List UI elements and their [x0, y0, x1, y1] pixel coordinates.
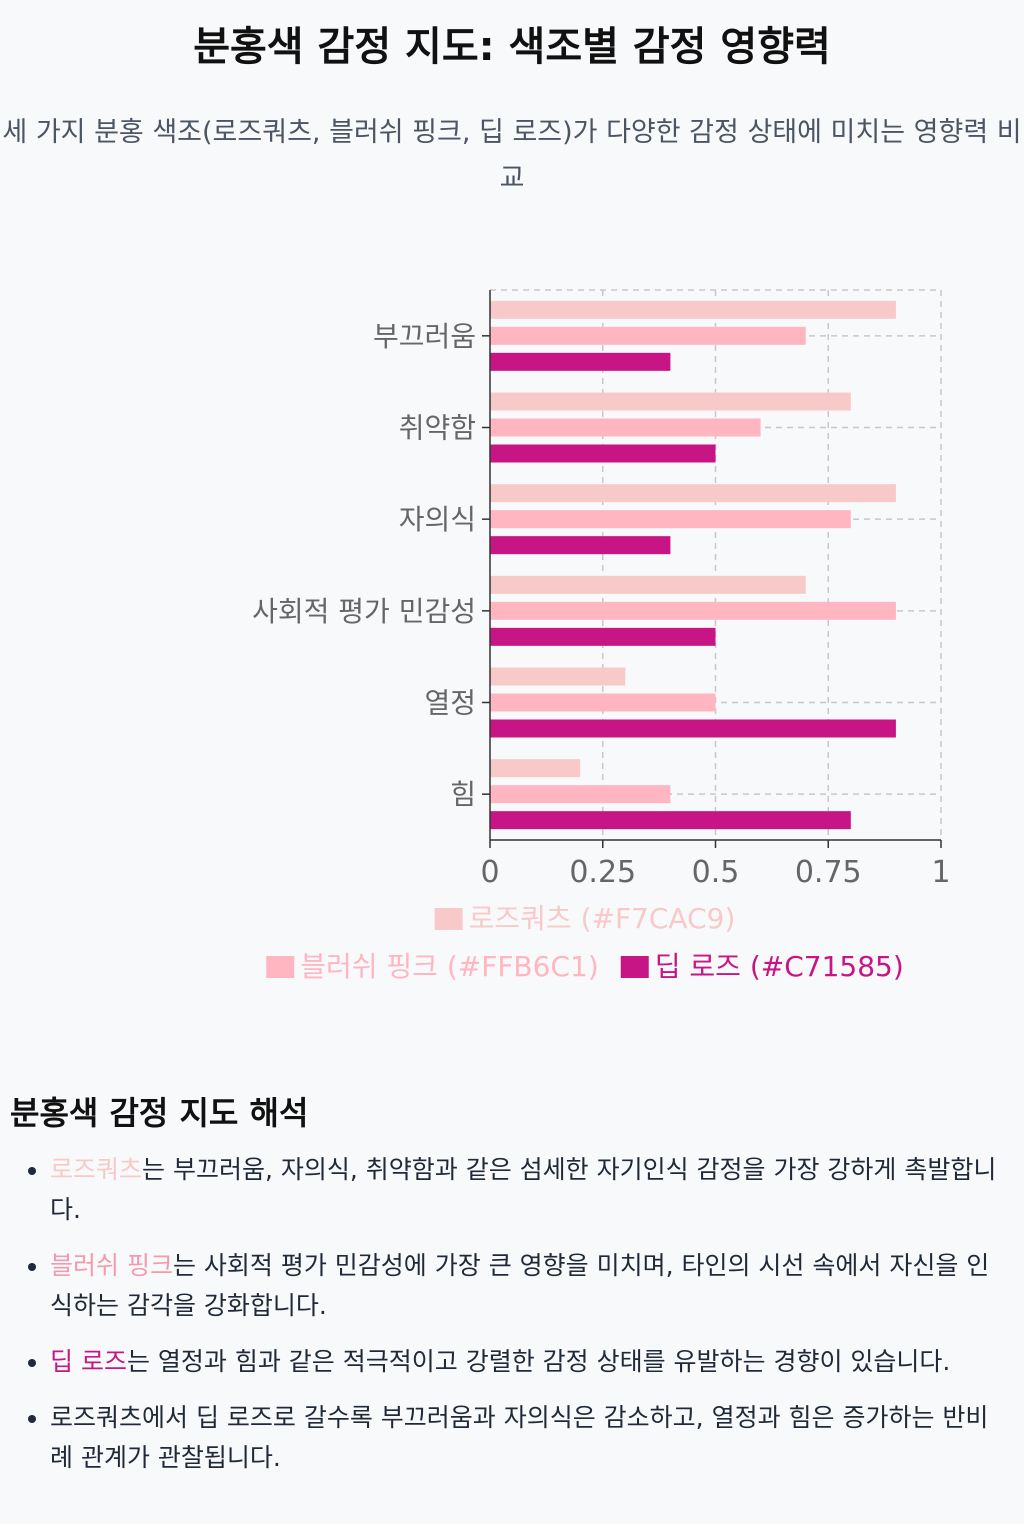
- y-tick-label: 힘: [450, 778, 476, 811]
- bar: [490, 627, 716, 646]
- page-subtitle: 세 가지 분홍 색조(로즈쿼츠, 블러쉬 핑크, 딥 로즈)가 다양한 감정 상…: [2, 117, 1022, 194]
- bar: [490, 575, 806, 594]
- bar: [490, 352, 671, 371]
- analysis-item: 딥 로즈는 열정과 힘과 같은 적극적이고 강렬한 감정 상태를 유발하는 경향…: [50, 1342, 1010, 1382]
- legend-label: 로즈쿼츠 (#F7CAC9): [469, 902, 736, 935]
- legend-label: 블러쉬 핑크 (#FFB6C1): [300, 950, 599, 983]
- bar: [490, 510, 851, 529]
- y-tick-label: 사회적 평가 민감성: [252, 595, 476, 628]
- analysis-highlight-deep-rose: 딥 로즈: [50, 1347, 127, 1376]
- y-tick-label: 열정: [424, 687, 476, 720]
- bar: [490, 444, 716, 463]
- analysis-list: 로즈쿼츠는 부끄러움, 자의식, 취약함과 같은 섬세한 자기인식 감정을 가장…: [10, 1150, 1010, 1494]
- legend-label: 딥 로즈 (#C71585): [655, 950, 904, 983]
- bar: [490, 326, 806, 345]
- bar: [490, 693, 716, 712]
- analysis-item: 블러쉬 핑크는 사회적 평가 민감성에 가장 큰 영향을 미치며, 타인의 시선…: [50, 1246, 1010, 1326]
- analysis-text: 는 사회적 평가 민감성에 가장 큰 영향을 미치며, 타인의 시선 속에서 자…: [50, 1251, 990, 1320]
- analysis-text: 는 열정과 힘과 같은 적극적이고 강렬한 감정 상태를 유발하는 경향이 있습…: [126, 1347, 951, 1376]
- x-tick-label: 0: [480, 855, 499, 890]
- analysis-text: 는 부끄러움, 자의식, 취약함과 같은 섬세한 자기인식 감정을 가장 강하게…: [50, 1155, 997, 1224]
- analysis-title: 분홍색 감정 지도 해석: [10, 1094, 309, 1132]
- analysis-item: 로즈쿼츠는 부끄러움, 자의식, 취약함과 같은 섬세한 자기인식 감정을 가장…: [50, 1150, 1010, 1230]
- page-title: 분홍색 감정 지도: 색조별 감정 영향력: [193, 24, 831, 70]
- bar: [490, 484, 896, 503]
- analysis-highlight-blush-pink: 블러쉬 핑크: [50, 1251, 173, 1280]
- legend-swatch: [266, 956, 295, 978]
- bar: [490, 759, 581, 778]
- bar: [490, 667, 626, 686]
- y-tick-label: 자의식: [399, 503, 476, 536]
- legend-swatch: [434, 908, 463, 930]
- legend-swatch: [620, 956, 649, 978]
- bar: [490, 536, 671, 555]
- bar: [490, 392, 851, 411]
- x-tick-label: 1: [931, 855, 950, 890]
- bar: [490, 300, 896, 319]
- bar: [490, 785, 671, 804]
- x-tick-label: 0.25: [569, 855, 636, 890]
- bar: [490, 811, 851, 830]
- analysis-highlight-rose-quartz: 로즈쿼츠: [50, 1155, 143, 1184]
- analysis-item: 로즈쿼츠에서 딥 로즈로 갈수록 부끄러움과 자의식은 감소하고, 열정과 힘은…: [50, 1398, 1010, 1478]
- y-tick-label: 부끄러움: [373, 320, 476, 353]
- bar: [490, 418, 761, 437]
- bar: [490, 601, 896, 620]
- bar: [490, 719, 896, 738]
- analysis-text: 로즈쿼츠에서 딥 로즈로 갈수록 부끄러움과 자의식은 감소하고, 열정과 힘은…: [50, 1403, 989, 1472]
- x-tick-label: 0.5: [692, 855, 740, 890]
- y-tick-label: 취약함: [399, 412, 476, 445]
- x-tick-label: 0.75: [795, 855, 862, 890]
